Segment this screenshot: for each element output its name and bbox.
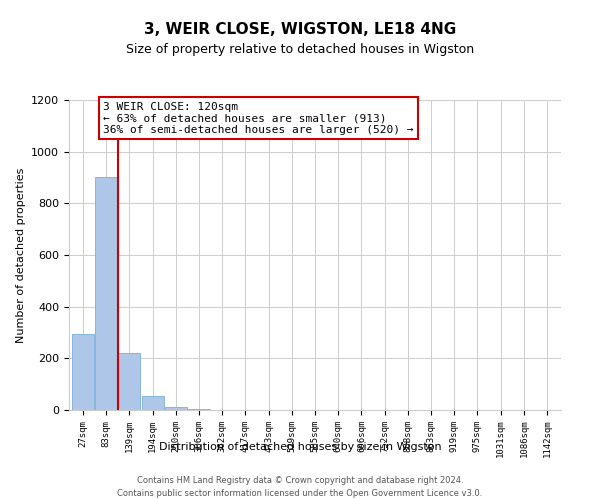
Bar (142, 396, 164, 410)
Bar (118, 353, 140, 410)
Text: 3, WEIR CLOSE, WIGSTON, LE18 4NG: 3, WEIR CLOSE, WIGSTON, LE18 4NG (144, 22, 456, 38)
Text: Contains HM Land Registry data © Crown copyright and database right 2024.: Contains HM Land Registry data © Crown c… (137, 476, 463, 485)
Text: Contains public sector information licensed under the Open Government Licence v3: Contains public sector information licen… (118, 489, 482, 498)
Bar (72, 334, 94, 410)
Text: Distribution of detached houses by size in Wigston: Distribution of detached houses by size … (158, 442, 442, 452)
Text: 3 WEIR CLOSE: 120sqm
← 63% of detached houses are smaller (913)
36% of semi-deta: 3 WEIR CLOSE: 120sqm ← 63% of detached h… (103, 102, 414, 134)
Bar (165, 408, 187, 410)
Y-axis label: Number of detached properties: Number of detached properties (16, 168, 26, 342)
Bar (95, 178, 117, 410)
Text: Size of property relative to detached houses in Wigston: Size of property relative to detached ho… (126, 42, 474, 56)
